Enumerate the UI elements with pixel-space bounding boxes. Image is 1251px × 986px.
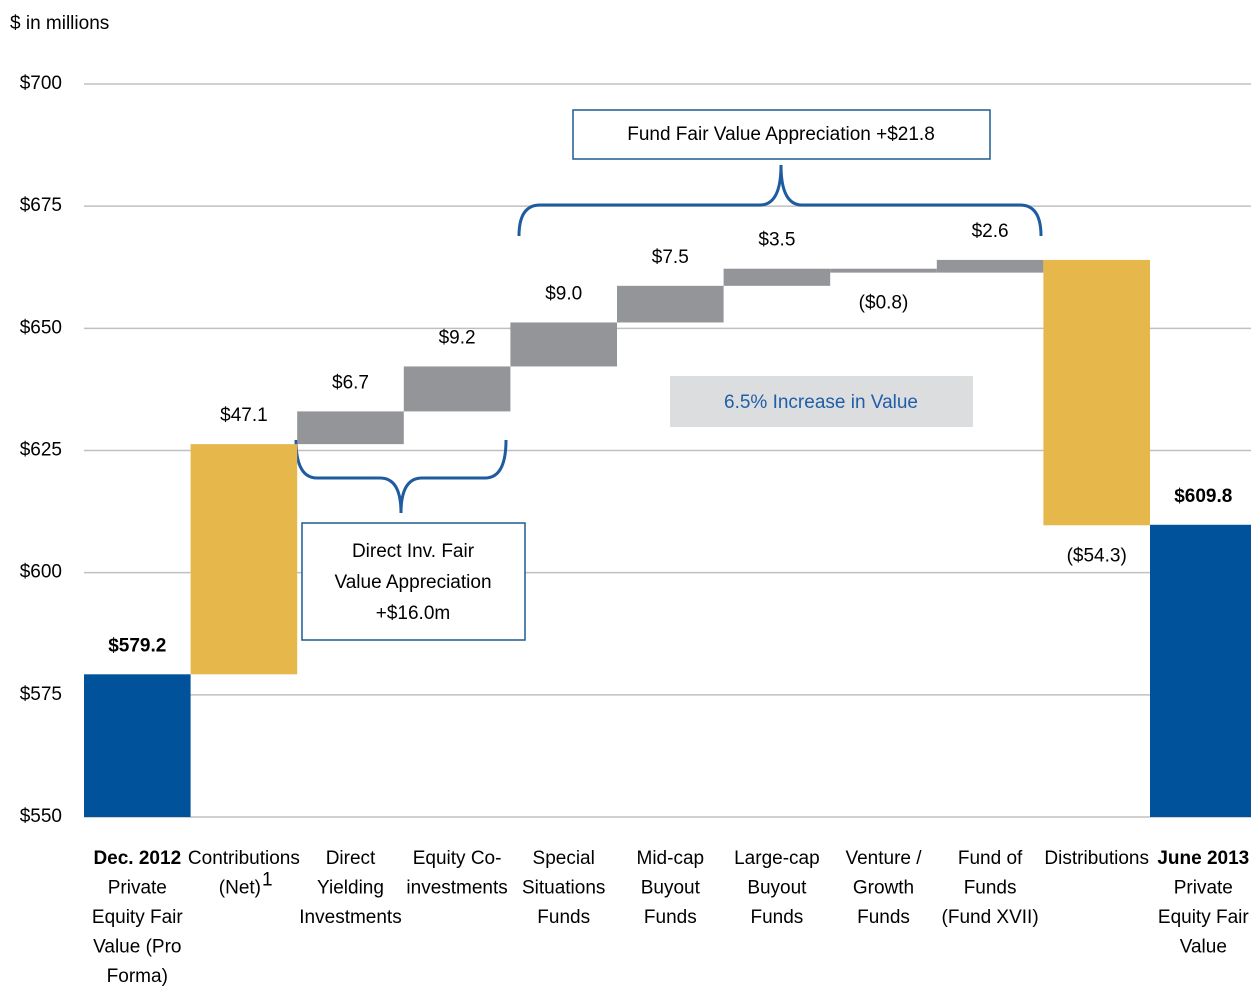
x-tick-label: Equity Fair bbox=[92, 907, 183, 928]
x-tick-label: Yielding bbox=[317, 878, 384, 899]
value-label: $6.7 bbox=[332, 372, 369, 393]
bar bbox=[297, 411, 404, 445]
y-tick-label: $650 bbox=[20, 317, 62, 338]
x-tick-label: Venture / bbox=[845, 848, 922, 869]
x-tick-label: Dec. 2012 bbox=[93, 848, 181, 869]
annotation-box bbox=[670, 376, 973, 427]
bracket bbox=[294, 439, 508, 514]
bar bbox=[510, 322, 617, 367]
value-label: $9.0 bbox=[545, 283, 582, 304]
x-tick-label: (Fund XVII) bbox=[942, 907, 1039, 928]
x-tick-label: June 2013 bbox=[1157, 848, 1249, 869]
annotation-box bbox=[301, 522, 526, 641]
x-tick-label: Funds bbox=[857, 907, 910, 928]
x-tick-label: Investments bbox=[299, 907, 401, 928]
bar bbox=[403, 366, 511, 412]
x-tick-label: Funds bbox=[537, 907, 590, 928]
x-tick-label: Equity Fair bbox=[1158, 907, 1249, 928]
y-tick-label: $675 bbox=[20, 195, 62, 216]
x-tick-label: Direct bbox=[326, 848, 376, 869]
x-tick-label: Value (Pro bbox=[93, 937, 181, 958]
annotation: Value Appreciation bbox=[334, 572, 491, 593]
x-tick-label: Fund of bbox=[958, 848, 1023, 869]
x-tick-label: (Net) bbox=[219, 878, 261, 899]
bar bbox=[190, 444, 298, 675]
x-tick-label: investments bbox=[406, 878, 507, 899]
superscript: 1 bbox=[262, 870, 273, 891]
value-label: $2.6 bbox=[972, 221, 1009, 242]
y-tick-label: $625 bbox=[20, 440, 62, 461]
value-label: $609.8 bbox=[1174, 486, 1232, 507]
annotation: +$16.0m bbox=[376, 603, 450, 624]
x-tick-label: Buyout bbox=[747, 878, 807, 899]
x-tick-label: Equity Co- bbox=[413, 848, 502, 869]
y-tick-label: $600 bbox=[20, 562, 62, 583]
value-label: $9.2 bbox=[439, 327, 476, 348]
bar bbox=[1043, 259, 1150, 526]
bar bbox=[617, 285, 724, 323]
x-tick-label: Large-cap bbox=[734, 848, 820, 869]
annotation: Direct Inv. Fair bbox=[352, 541, 475, 562]
x-tick-label: Buyout bbox=[641, 878, 701, 899]
x-tick-label: Funds bbox=[644, 907, 697, 928]
value-label: $3.5 bbox=[758, 230, 795, 251]
annotation: 6.5% Increase in Value bbox=[724, 392, 918, 413]
x-tick-label: Mid-cap bbox=[637, 848, 705, 869]
y-tick-label: $550 bbox=[20, 806, 62, 827]
value-label: ($54.3) bbox=[1067, 545, 1127, 566]
x-tick-label: Private bbox=[108, 878, 167, 899]
x-tick-label: Forma) bbox=[107, 966, 168, 986]
bracket bbox=[517, 164, 1043, 237]
annotation-box bbox=[572, 109, 991, 160]
x-tick-label: Situations bbox=[522, 878, 605, 899]
value-label: $579.2 bbox=[108, 635, 166, 656]
bar bbox=[830, 268, 937, 273]
x-tick-label: Funds bbox=[964, 878, 1017, 899]
x-tick-label: Private bbox=[1174, 878, 1233, 899]
subtitle: $ in millions bbox=[10, 13, 109, 34]
x-tick-label: Funds bbox=[750, 907, 803, 928]
x-tick-label: Special bbox=[533, 848, 595, 869]
bar bbox=[1150, 524, 1251, 817]
x-tick-label: Growth bbox=[853, 878, 914, 899]
y-tick-label: $700 bbox=[20, 73, 62, 94]
x-tick-label: Contributions bbox=[188, 848, 300, 869]
bar bbox=[723, 268, 831, 286]
x-tick-label: Distributions bbox=[1044, 848, 1149, 869]
x-tick-label: Value bbox=[1180, 937, 1227, 958]
annotation: Fund Fair Value Appreciation +$21.8 bbox=[627, 124, 935, 145]
value-label: $47.1 bbox=[220, 405, 268, 426]
value-label: ($0.8) bbox=[859, 293, 909, 314]
bar bbox=[84, 674, 191, 817]
y-tick-label: $575 bbox=[20, 684, 62, 705]
value-label: $7.5 bbox=[652, 247, 689, 268]
bar bbox=[936, 259, 1044, 273]
